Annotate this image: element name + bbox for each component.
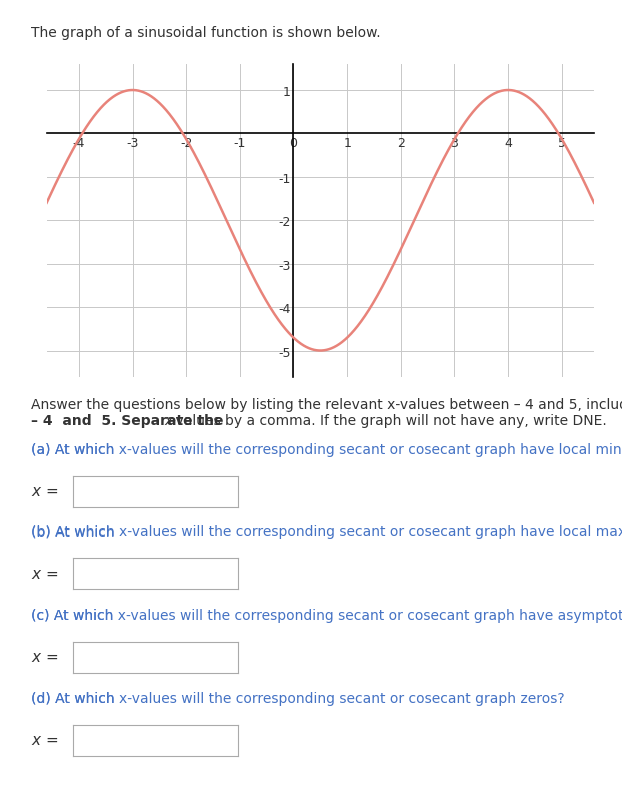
Text: (c) At which x-values will the corresponding secant or cosecant graph have asymp: (c) At which x-values will the correspon… [31,608,622,622]
Text: Answer the questions below by listing the relevant x-values between – 4 and 5, i: Answer the questions below by listing th… [31,397,622,411]
Text: $x$ =: $x$ = [31,566,58,581]
Text: – 4  and  5. Separate the: – 4 and 5. Separate the [31,414,228,427]
Text: (b) At which: (b) At which [31,525,119,539]
Text: (d) At which x-values will the corresponding secant or cosecant graph zeros?: (d) At which x-values will the correspon… [31,691,565,705]
Text: x: x [165,414,173,427]
Text: (d) At which: (d) At which [31,691,119,705]
Text: (a) At which x-values will the corresponding secant or cosecant graph have local: (a) At which x-values will the correspon… [31,442,622,456]
Text: $x$ =: $x$ = [31,483,58,498]
Text: (a) At which: (a) At which [31,442,119,456]
Text: (c) At which: (c) At which [31,608,118,622]
Text: -values by a comma. If the graph will not have any, write DNE.: -values by a comma. If the graph will no… [171,414,607,427]
Text: $x$ =: $x$ = [31,650,58,664]
Text: $x$ =: $x$ = [31,732,58,747]
Text: The graph of a sinusoidal function is shown below.: The graph of a sinusoidal function is sh… [31,26,381,40]
Text: (b) At which x-values will the corresponding secant or cosecant graph have local: (b) At which x-values will the correspon… [31,525,622,539]
